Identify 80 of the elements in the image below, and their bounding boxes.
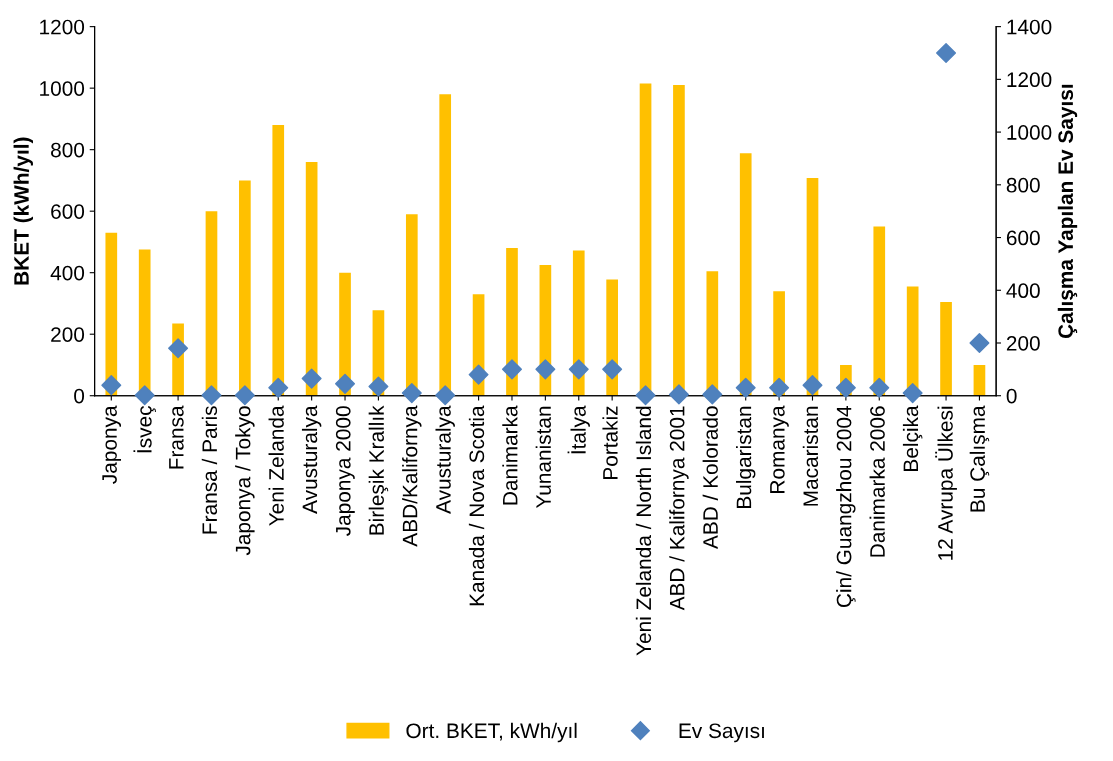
y-tick-label: 0 — [74, 388, 85, 404]
x-tick-label: Danimarka — [502, 405, 518, 505]
y-tick-label: 200 — [51, 327, 85, 342]
x-tick-label: 12 Avrupa Ülkesi — [935, 406, 957, 560]
bar — [973, 364, 986, 396]
y-tick-label: 400 — [50, 265, 85, 281]
y-tick-label: 1200 — [40, 19, 85, 35]
point — [835, 377, 856, 398]
point — [301, 368, 322, 389]
point — [635, 385, 656, 406]
x-tick-label: Japonya / Tokyo — [235, 406, 255, 556]
point — [969, 332, 990, 354]
x-tick-label: Belçika — [902, 405, 923, 471]
point — [168, 338, 189, 359]
point — [201, 385, 222, 406]
point — [535, 359, 556, 380]
y-tick-label: 1000 — [40, 81, 85, 96]
x-tick-label: Yeni Zelanda — [268, 405, 284, 526]
point — [936, 42, 957, 64]
x-tick-label: Portakiz — [602, 406, 618, 479]
point — [501, 359, 522, 380]
point — [869, 377, 890, 398]
legend-label: Ort. BKET, kWh/yıl — [406, 722, 577, 743]
point — [268, 377, 289, 398]
point — [902, 383, 923, 404]
x-tick-label: Bu Çalışma — [969, 405, 990, 512]
x-tick-label: Kanada / Nova Scotia — [468, 405, 485, 606]
point — [802, 375, 823, 396]
y-axis-title: BKET (kWh/yıl) — [13, 137, 33, 285]
x-tick-label: ABD / Kalifornya 2001 — [669, 406, 689, 611]
x-tick-label: Fransa — [169, 405, 184, 469]
point — [234, 385, 255, 406]
point — [602, 359, 623, 380]
x-tick-label: Yeni Zelanda / North Island — [635, 406, 652, 656]
x-tick-label: Macaristan — [802, 406, 819, 506]
point — [702, 384, 723, 405]
y2-tick-label: 1000 — [1007, 125, 1052, 140]
x-tick-label: İsveç — [133, 405, 156, 453]
bar — [105, 232, 118, 396]
bar — [739, 153, 752, 396]
point — [735, 377, 756, 398]
bar — [873, 226, 886, 396]
legend-label: Ev Sayısı — [679, 723, 764, 743]
y2-tick-label: 400 — [1006, 283, 1040, 299]
x-tick-label: Avusturalya — [435, 405, 455, 514]
point — [335, 373, 356, 394]
point — [468, 364, 489, 385]
x-tick-label: Birleşik Krallık — [368, 405, 389, 535]
point — [134, 385, 155, 406]
y-tick-label: 600 — [51, 204, 85, 219]
point — [101, 375, 122, 396]
y2-tick-label: 1200 — [1007, 72, 1052, 88]
point — [668, 384, 689, 405]
x-tick-label: Japonya — [102, 405, 122, 484]
x-tick-label: Danimarka 2006 — [869, 406, 885, 557]
x-tick-label: Romanya — [770, 405, 789, 493]
x-tick-label: Yunanistan — [535, 406, 551, 509]
bar — [506, 248, 518, 396]
x-tick-label: İtalya — [567, 405, 590, 454]
point — [769, 377, 790, 398]
x-tick-label: Çin/ Guangzhou 2004 — [836, 406, 856, 608]
x-tick-label: Japonya 2000 — [335, 406, 355, 537]
x-tick-label: ABD/Kalifornya — [402, 405, 422, 547]
point — [368, 376, 389, 397]
y2-tick-label: 200 — [1006, 335, 1040, 351]
y2-tick-label: 800 — [1006, 177, 1040, 193]
y2-axis-title: Çalışma Yapılan Ev Sayısı — [1057, 84, 1078, 339]
x-tick-label: Bulgaristan — [736, 406, 756, 508]
point — [401, 383, 422, 404]
point — [568, 359, 589, 380]
x-tick-label: Avusturalya — [301, 405, 322, 514]
y2-tick-label: 0 — [1006, 388, 1017, 404]
y2-tick-label: 600 — [1006, 230, 1040, 246]
bar — [940, 301, 952, 396]
x-tick-label: ABD / Kolorado — [702, 406, 718, 549]
y2-tick-label: 1400 — [1007, 19, 1052, 35]
x-tick-label: Fransa / Paris — [201, 406, 218, 534]
bar — [272, 125, 285, 396]
y-tick-label: 800 — [51, 142, 85, 158]
point — [435, 385, 456, 406]
